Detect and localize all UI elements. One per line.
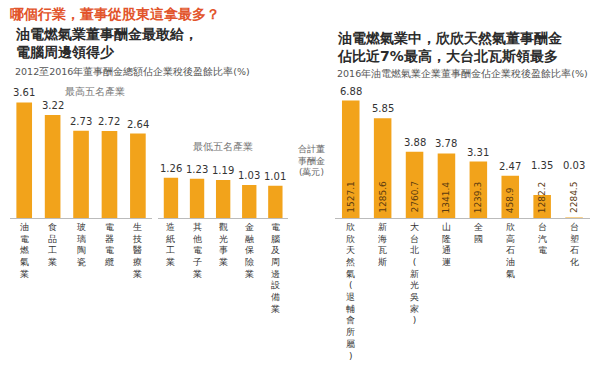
svg-text:其他電子業: 其他電子業 [193, 222, 202, 279]
svg-text:1.03: 1.03 [238, 170, 260, 181]
svg-text:3.22: 3.22 [42, 100, 64, 111]
svg-text:1.26: 1.26 [160, 163, 182, 174]
svg-text:欣欣天然氣(退輔會所屬): 欣欣天然氣(退輔會所屬) [346, 222, 355, 361]
svg-text:哪個行業，董事從股東這拿最多？: 哪個行業，董事從股東這拿最多？ [10, 6, 220, 22]
svg-text:1.01: 1.01 [264, 171, 286, 182]
svg-text:最高五名產業: 最高五名產業 [65, 86, 125, 97]
svg-text:3.88: 3.88 [404, 137, 426, 148]
svg-text:2760.7: 2760.7 [410, 181, 420, 213]
svg-text:2284.5: 2284.5 [569, 182, 579, 214]
svg-text:油電燃氣業董事酬金最敢給，電腦周邊領得少: 油電燃氣業董事酬金最敢給，電腦周邊領得少 [15, 26, 198, 60]
svg-text:欣高石油氣: 欣高石油氣 [506, 222, 515, 279]
svg-text:1.35: 1.35 [531, 160, 553, 171]
svg-text:5.85: 5.85 [372, 103, 394, 114]
svg-text:3.78: 3.78 [435, 138, 457, 149]
svg-text:3.31: 3.31 [467, 147, 489, 158]
svg-text:2012至2016年董事酬金總額佔企業稅後盈餘比率(%): 2012至2016年董事酬金總額佔企業稅後盈餘比率(%) [15, 66, 250, 77]
svg-text:1239.3: 1239.3 [473, 182, 483, 214]
svg-text:2.72: 2.72 [98, 116, 120, 127]
svg-text:3.61: 3.61 [13, 87, 35, 98]
svg-text:合計董事酬金(萬元): 合計董事酬金(萬元) [298, 144, 325, 177]
svg-text:全國: 全國 [474, 222, 483, 244]
svg-text:玻璃陶瓷: 玻璃陶瓷 [77, 222, 86, 267]
svg-text:新海瓦斯: 新海瓦斯 [378, 222, 387, 267]
svg-text:電腦及周邊設備業: 電腦及周邊設備業 [271, 222, 280, 314]
svg-text:電器電纜: 電器電纜 [104, 222, 114, 267]
svg-text:458.9: 458.9 [505, 187, 515, 213]
svg-text:1282.2: 1282.2 [537, 182, 547, 214]
svg-text:1285.6: 1285.6 [378, 181, 388, 213]
svg-text:油電燃氣業: 油電燃氣業 [20, 222, 29, 279]
svg-text:1.23: 1.23 [186, 164, 208, 175]
svg-text:1527.1: 1527.1 [346, 181, 356, 213]
svg-text:2.47: 2.47 [499, 161, 521, 172]
svg-text:生技醫療業: 生技醫療業 [132, 222, 142, 279]
svg-text:金融保險業: 金融保險業 [245, 222, 254, 279]
svg-text:油電燃氣業中，欣欣天然氣董事酬金佔比近7%最高，大台北瓦斯領: 油電燃氣業中，欣欣天然氣董事酬金佔比近7%最高，大台北瓦斯領最多 [337, 30, 563, 64]
svg-text:2.73: 2.73 [70, 116, 92, 127]
svg-text:1.19: 1.19 [212, 165, 234, 176]
svg-text:觀光事業: 觀光事業 [219, 222, 228, 267]
svg-text:1341.4: 1341.4 [441, 182, 451, 214]
svg-text:造紙工業: 造紙工業 [166, 222, 175, 267]
svg-text:6.88: 6.88 [340, 86, 362, 97]
svg-text:0.03: 0.03 [563, 160, 585, 171]
svg-text:2.64: 2.64 [127, 119, 149, 130]
svg-text:食品工業: 食品工業 [48, 222, 57, 267]
svg-text:最低五名產業: 最低五名產業 [193, 141, 253, 152]
svg-text:山隆通運: 山隆通運 [442, 222, 451, 267]
svg-text:2016年油電燃氣業企業董事酬金佔企業稅後盈餘比率(%): 2016年油電燃氣業企業董事酬金佔企業稅後盈餘比率(%) [337, 68, 588, 79]
svg-text:台汽電: 台汽電 [538, 222, 547, 255]
svg-text:大台北(新光吳家): 大台北(新光吳家) [410, 222, 419, 326]
svg-text:台塑石化: 台塑石化 [570, 222, 579, 267]
